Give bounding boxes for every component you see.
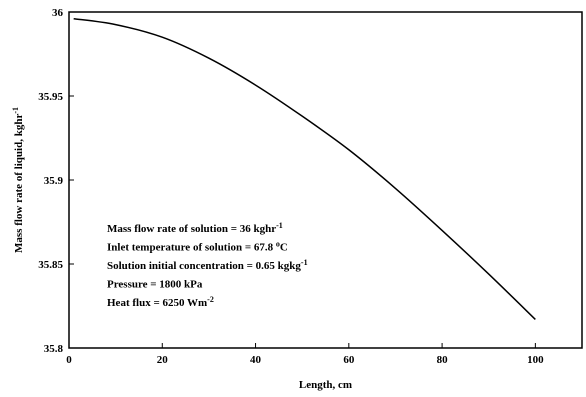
annotation-text: Heat flux = 6250 Wm [107,297,207,309]
y-axis-title: Mass flow rate of liquid, kghr-1 [11,107,26,253]
annotation-text: Solution initial concentration = 0.65 kg… [107,260,301,272]
x-tick-label: 0 [66,354,72,366]
x-tick-label: 40 [250,354,262,366]
annotation-text: Mass flow rate of solution = 36 kghr [107,223,276,235]
annotation-text: Pressure = 1800 kPa [107,279,203,291]
y-tick-label: 36 [52,7,64,19]
x-axis-title: Length, cm [299,379,352,391]
series-line [73,17,536,320]
annotation-text: Inlet temperature of solution = 67.8 [107,242,276,254]
x-tick-label: 20 [157,354,169,366]
y-axis-title-text: Mass flow rate of liquid, kghr [13,114,25,253]
annotation-line: Inlet temperature of solution = 67.8 oC [107,239,288,254]
annotation-line: Pressure = 1800 kPa [107,279,203,291]
x-axis: 0 20 40 60 80 100 [66,343,544,366]
x-tick-label: 60 [343,354,355,366]
y-axis: 35.8 35.85 35.9 35.95 36 [38,7,74,355]
x-tick-label: 80 [437,354,449,366]
annotation-line: Heat flux = 6250 Wm-2 [107,295,214,310]
annotation-superscript: -2 [207,295,214,304]
annotation-superscript: -1 [301,258,308,267]
annotation-superscript: -1 [276,221,283,230]
y-axis-title-sup: -1 [11,107,20,114]
x-tick-label: 100 [527,354,544,366]
y-tick-label: 35.8 [44,343,64,355]
annotation-block: Mass flow rate of solution = 36 kghr-1In… [107,221,308,310]
annotation-superscript: o [276,239,280,248]
y-tick-label: 35.85 [38,259,63,271]
y-tick-label: 35.95 [38,91,63,103]
annotation-tail: C [280,242,288,254]
series-layer [73,17,536,320]
y-tick-label: 35.9 [44,175,64,187]
annotation-line: Mass flow rate of solution = 36 kghr-1 [107,221,283,236]
annotation-line: Solution initial concentration = 0.65 kg… [107,258,308,273]
